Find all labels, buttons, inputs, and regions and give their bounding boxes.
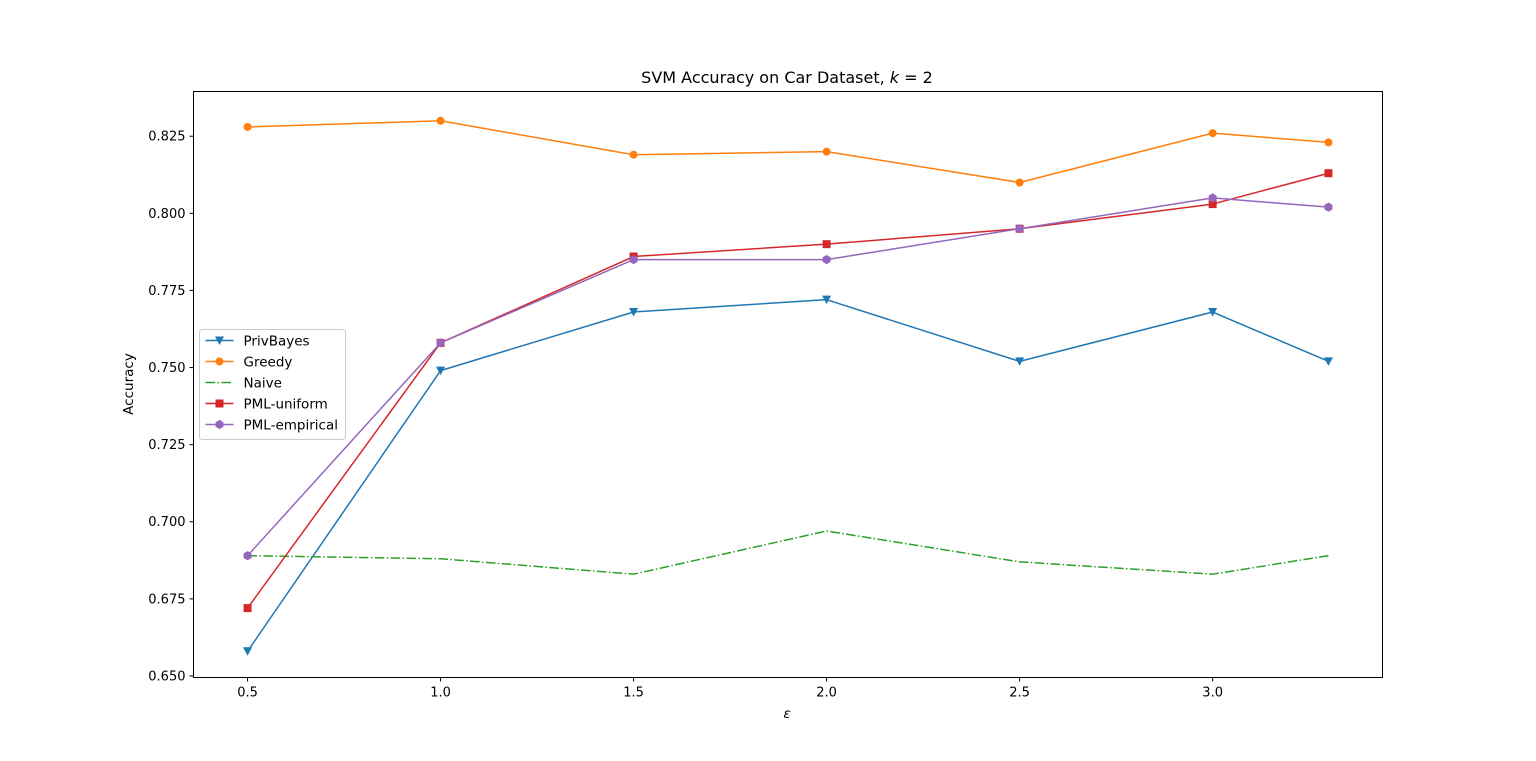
x-tick-label: 1.0	[430, 686, 451, 701]
series-line-privbayes	[246, 298, 1329, 652]
legend: PrivBayes Greedy Naive PML-uniform PML-empir…	[199, 329, 346, 440]
data-point-greedy	[822, 147, 831, 156]
legend-marker-privbayes	[215, 336, 224, 345]
data-point-pml-empirical	[629, 254, 638, 265]
data-point-privbayes	[629, 308, 639, 317]
series-line-greedy	[247, 120, 1329, 184]
plot-marks: 0.5 1.0 1.5 2.0 2.5 3.0 0.650 0.675 0.700 0.725 0.…	[148, 116, 1333, 701]
y-axis-label: Accuracy	[121, 353, 137, 415]
x-tick-label: 3.0	[1202, 686, 1223, 701]
data-point-pml-uniform	[1208, 200, 1217, 209]
chart-title: SVM Accuracy on Car Dataset, k = 2	[641, 68, 933, 87]
data-point-privbayes	[436, 366, 446, 376]
data-point-greedy	[436, 116, 445, 125]
x-axis-label: ε	[783, 706, 790, 722]
legend-box	[199, 329, 346, 440]
data-point-pml-uniform	[1324, 169, 1333, 178]
x-tick-label: 2.5	[1009, 686, 1030, 701]
data-point-greedy	[1015, 178, 1024, 187]
data-point-pml-empirical	[822, 254, 831, 265]
series-line-pml-empirical	[246, 197, 1329, 557]
y-tick-label: 0.700	[148, 515, 185, 530]
x-tick-label: 1.5	[623, 686, 644, 701]
legend-label-pml-uniform: PML-uniform	[244, 397, 328, 413]
legend-marker-pml-uniform	[215, 399, 224, 408]
x-tick-label: 2.0	[816, 686, 837, 701]
legend-label-privbayes: PrivBayes	[244, 334, 310, 350]
data-point-greedy	[1324, 138, 1333, 147]
data-point-privbayes	[1208, 308, 1218, 317]
data-point-greedy	[1208, 129, 1217, 138]
series-line-naive	[247, 530, 1329, 575]
data-point-privbayes	[822, 295, 832, 305]
legend-label-pml-empirical: PML-empirical	[244, 418, 338, 434]
data-point-pml-uniform	[822, 240, 831, 249]
y-tick-label: 0.775	[148, 284, 185, 299]
plot-frame	[193, 91, 1383, 678]
data-point-pml-empirical	[1015, 224, 1024, 234]
data-point-pml-uniform	[243, 604, 252, 613]
data-point-greedy	[243, 122, 252, 131]
series-line-pml-uniform	[246, 172, 1329, 609]
legend-marker-pml-empirical	[215, 419, 224, 430]
data-point-pml-empirical	[243, 551, 252, 561]
legend-marker-greedy	[215, 357, 224, 366]
x-tick-label: 0.5	[237, 686, 258, 701]
data-point-privbayes	[1323, 357, 1333, 366]
data-point-pml-empirical	[436, 338, 445, 348]
y-tick-label: 0.750	[148, 361, 185, 376]
data-point-privbayes	[1015, 357, 1025, 366]
data-point-pml-empirical	[1324, 202, 1333, 212]
data-point-privbayes	[243, 647, 253, 656]
y-tick-label: 0.725	[148, 438, 185, 453]
y-tick-label: 0.675	[148, 592, 185, 607]
data-point-pml-empirical	[1208, 193, 1217, 203]
data-point-greedy	[629, 150, 638, 159]
y-tick-label: 0.825	[148, 130, 185, 145]
y-tick-label: 0.800	[148, 207, 185, 222]
legend-label-naive: Naive	[244, 376, 282, 392]
legend-label-greedy: Greedy	[244, 355, 293, 371]
y-tick-label: 0.650	[148, 669, 185, 684]
